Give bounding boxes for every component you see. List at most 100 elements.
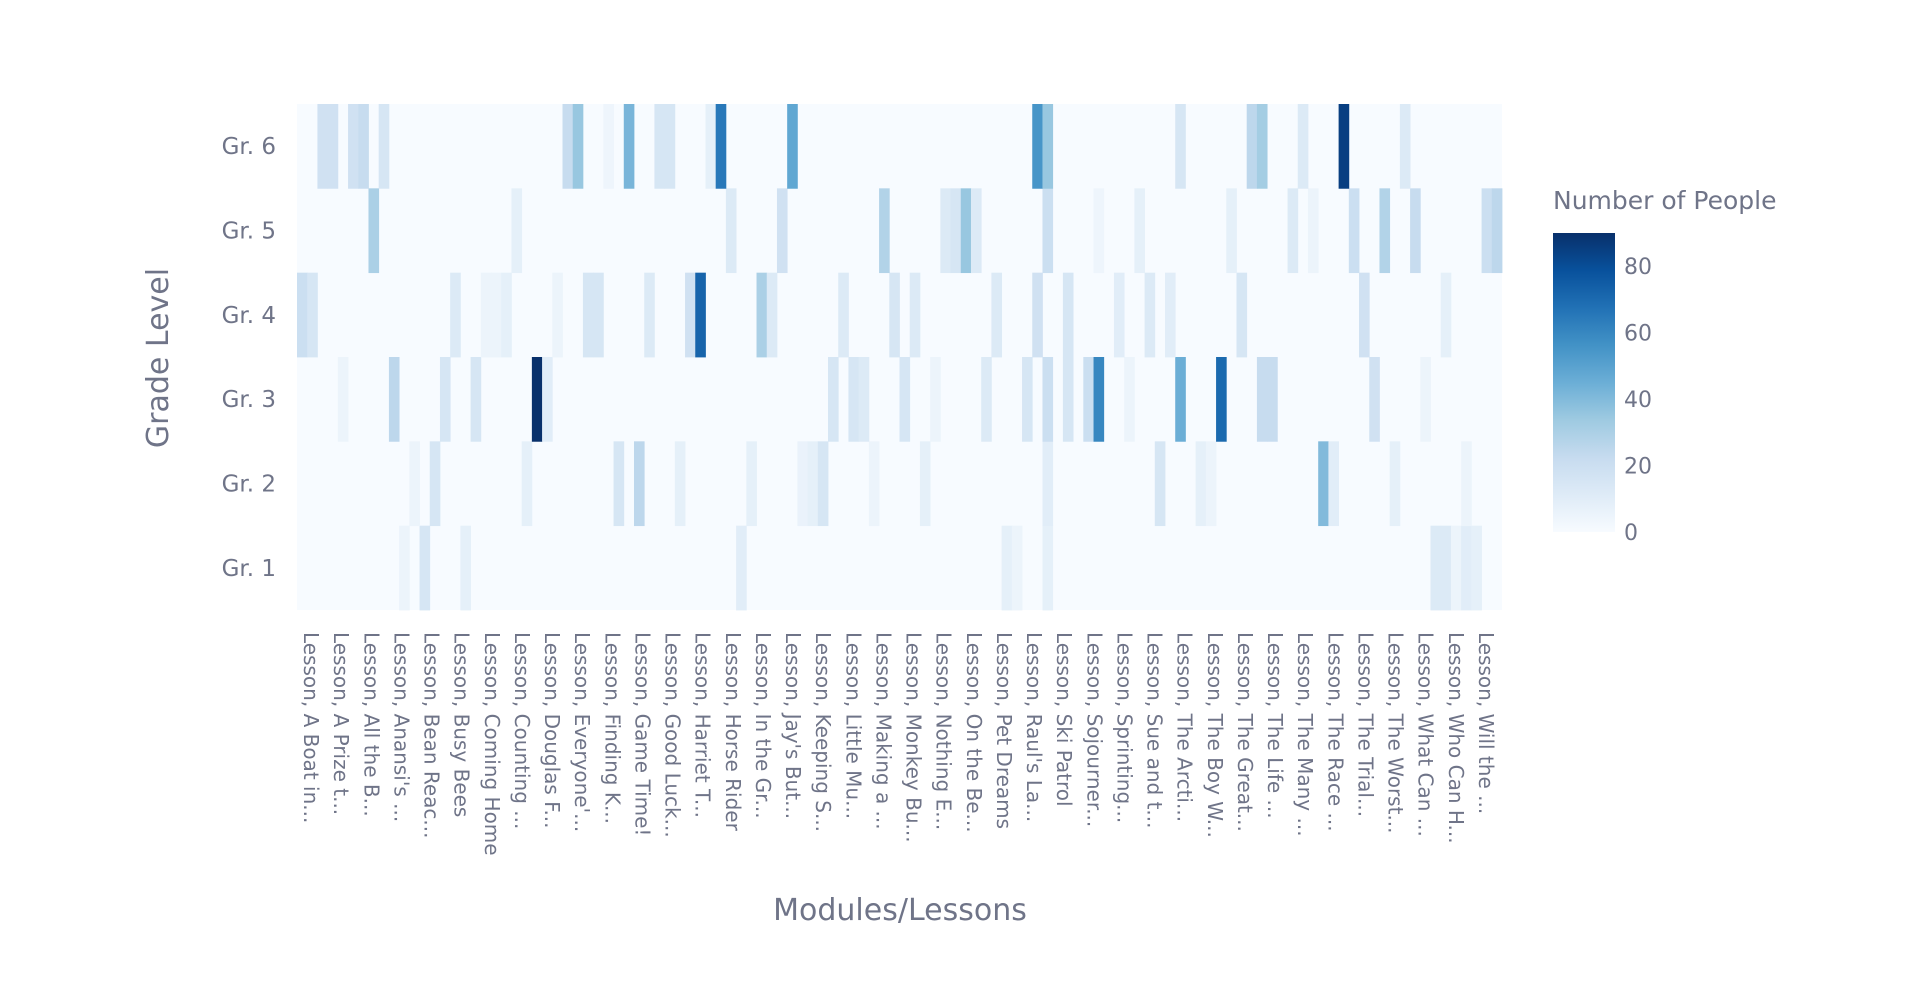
heatmap-cell[interactable] (1379, 188, 1391, 274)
heatmap-cell[interactable] (889, 272, 900, 358)
heatmap-cell[interactable] (1032, 104, 1043, 189)
heatmap-cell[interactable] (348, 104, 359, 189)
heatmap-cell[interactable] (1389, 441, 1401, 527)
heatmap-cell[interactable] (1154, 441, 1166, 527)
heatmap-cell[interactable] (654, 104, 666, 189)
heatmap-cell[interactable] (1297, 104, 1309, 189)
heatmap-cell[interactable] (1348, 188, 1360, 274)
heatmap-cell[interactable] (419, 525, 431, 611)
heatmap-cell[interactable] (1062, 357, 1074, 442)
heatmap-cell[interactable] (623, 104, 635, 189)
heatmap-cell[interactable] (746, 441, 757, 527)
heatmap-cell[interactable] (317, 104, 329, 189)
heatmap-cell[interactable] (1093, 188, 1105, 274)
heatmap-cell[interactable] (807, 441, 819, 527)
heatmap-cell[interactable] (1420, 357, 1431, 442)
heatmap-cell[interactable] (1318, 441, 1329, 527)
heatmap-cell[interactable] (633, 441, 645, 527)
heatmap-cell[interactable] (1113, 272, 1125, 358)
heatmap-cell[interactable] (572, 104, 584, 189)
heatmap-cell[interactable] (439, 357, 451, 442)
heatmap-cell[interactable] (1430, 525, 1442, 611)
heatmap-cell[interactable] (1399, 104, 1411, 189)
heatmap-cell[interactable] (1359, 272, 1370, 358)
heatmap-cell[interactable] (828, 357, 839, 442)
heatmap-cell[interactable] (1042, 525, 1054, 611)
heatmap-cell[interactable] (848, 357, 860, 442)
heatmap-cell[interactable] (899, 357, 911, 442)
heatmap-cell[interactable] (970, 188, 982, 274)
heatmap-cell[interactable] (715, 104, 727, 189)
heatmap-cell[interactable] (1042, 104, 1054, 189)
heatmap-cell[interactable] (542, 357, 553, 442)
heatmap-cell[interactable] (1287, 188, 1299, 274)
heatmap-cell[interactable] (664, 104, 676, 189)
heatmap-cell[interactable] (705, 104, 717, 189)
heatmap-cell[interactable] (1461, 525, 1472, 611)
heatmap-cell[interactable] (858, 357, 870, 442)
heatmap-cell[interactable] (1256, 104, 1268, 189)
heatmap-cell[interactable] (501, 272, 512, 358)
heatmap-cell[interactable] (1410, 188, 1421, 274)
heatmap-cell[interactable] (1042, 441, 1054, 527)
heatmap-cell[interactable] (940, 188, 951, 274)
heatmap-cell[interactable] (552, 272, 563, 358)
heatmap-cell[interactable] (358, 104, 369, 189)
heatmap-cell[interactable] (695, 272, 706, 358)
heatmap-cell[interactable] (1032, 272, 1043, 358)
heatmap-cell[interactable] (981, 357, 992, 442)
heatmap-cell[interactable] (919, 441, 931, 527)
heatmap-cell[interactable] (1144, 272, 1156, 358)
heatmap-cell[interactable] (1175, 357, 1186, 442)
heatmap-cell[interactable] (480, 272, 492, 358)
heatmap-cell[interactable] (868, 441, 880, 527)
heatmap-cell[interactable] (450, 272, 461, 358)
heatmap-cell[interactable] (307, 272, 318, 358)
heatmap-cell[interactable] (1205, 441, 1217, 527)
heatmap-cell[interactable] (787, 104, 798, 189)
heatmap-cell[interactable] (531, 357, 543, 442)
heatmap-cell[interactable] (1175, 104, 1186, 189)
heatmap-cell[interactable] (491, 272, 502, 358)
heatmap-cell[interactable] (378, 104, 390, 189)
heatmap-cell[interactable] (1328, 441, 1340, 527)
heatmap-cell[interactable] (1216, 357, 1227, 442)
heatmap-cell[interactable] (1461, 441, 1472, 527)
heatmap-cell[interactable] (1022, 357, 1033, 442)
heatmap-cell[interactable] (1450, 525, 1462, 611)
heatmap-cell[interactable] (838, 272, 849, 358)
heatmap-cell[interactable] (1062, 272, 1074, 358)
heatmap-cell[interactable] (1491, 188, 1503, 274)
heatmap-cell[interactable] (960, 188, 972, 274)
heatmap-cell[interactable] (593, 272, 604, 358)
heatmap-cell[interactable] (1338, 104, 1350, 189)
heatmap-cell[interactable] (613, 441, 625, 527)
heatmap-cell[interactable] (1195, 441, 1207, 527)
heatmap-cell[interactable] (1042, 188, 1054, 274)
heatmap-cell[interactable] (562, 104, 574, 189)
heatmap-cell[interactable] (1011, 525, 1023, 611)
heatmap-cell[interactable] (470, 357, 482, 442)
heatmap-cell[interactable] (368, 188, 380, 274)
heatmap-cell[interactable] (337, 357, 349, 442)
heatmap-cell[interactable] (327, 104, 339, 189)
heatmap-cell[interactable] (1246, 104, 1258, 189)
heatmap-cell[interactable] (991, 272, 1003, 358)
heatmap-cell[interactable] (1267, 357, 1278, 442)
heatmap-cell[interactable] (1471, 525, 1482, 611)
heatmap-cell[interactable] (644, 272, 655, 358)
heatmap-cell[interactable] (1093, 357, 1105, 442)
heatmap-cell[interactable] (1440, 272, 1452, 358)
heatmap-cell[interactable] (297, 272, 308, 358)
heatmap-cell[interactable] (521, 441, 533, 527)
heatmap-cell[interactable] (930, 357, 941, 442)
heatmap-cell[interactable] (388, 357, 400, 442)
heatmap-cell[interactable] (511, 188, 523, 274)
heatmap-cell[interactable] (399, 525, 410, 611)
heatmap-cell[interactable] (725, 188, 737, 274)
heatmap-cell[interactable] (1440, 525, 1452, 611)
heatmap-cell[interactable] (776, 188, 788, 274)
heatmap-cell[interactable] (1369, 357, 1380, 442)
heatmap-cell[interactable] (1001, 525, 1013, 611)
heatmap-cell[interactable] (756, 272, 768, 358)
